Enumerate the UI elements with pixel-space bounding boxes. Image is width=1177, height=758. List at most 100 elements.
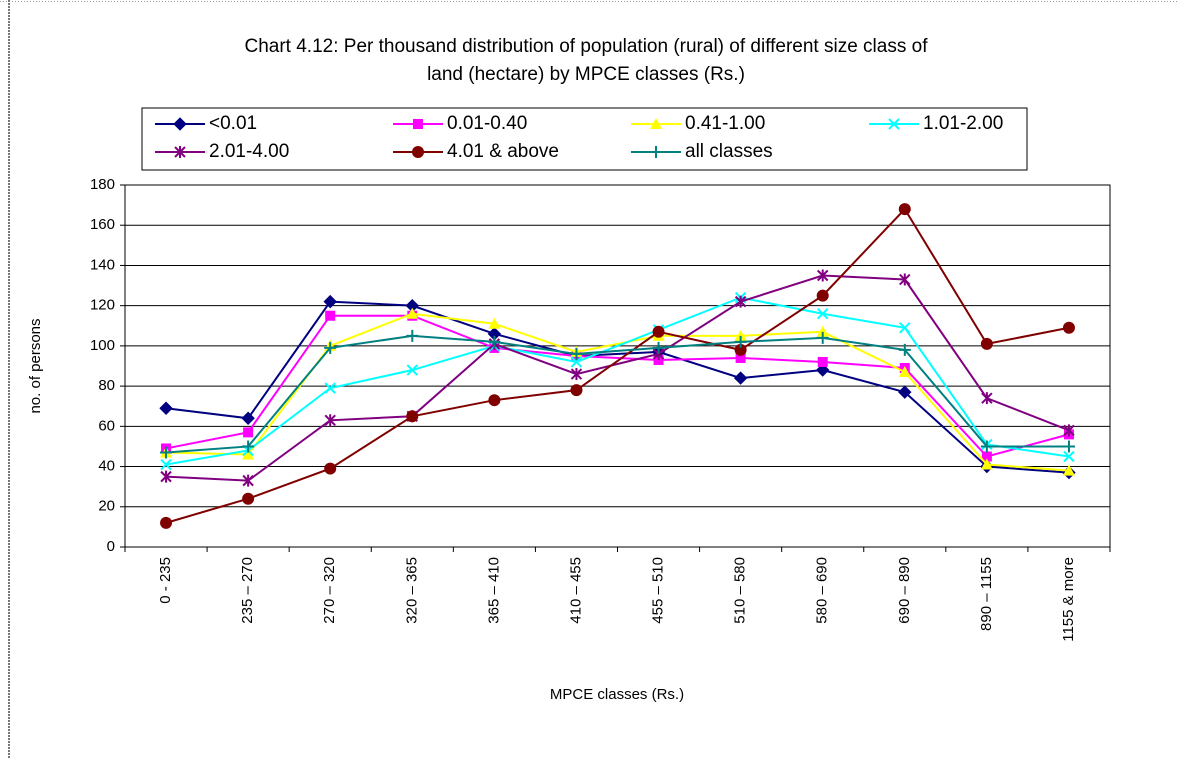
y-tick-label: 180	[90, 176, 115, 193]
marker	[1062, 464, 1075, 476]
marker	[241, 411, 255, 425]
marker	[570, 347, 583, 360]
marker	[324, 382, 336, 394]
series-line	[166, 312, 1070, 472]
marker	[160, 458, 172, 471]
marker	[898, 203, 911, 216]
marker	[159, 401, 173, 415]
marker	[324, 341, 337, 354]
marker	[412, 146, 424, 158]
legend-label: 0.41-1.00	[685, 113, 765, 134]
marker	[1062, 321, 1075, 334]
marker	[652, 325, 665, 338]
marker	[242, 440, 255, 453]
marker	[243, 427, 254, 438]
marker	[160, 516, 173, 529]
marker	[570, 356, 583, 368]
legend-label: 2.01-4.00	[209, 141, 289, 162]
marker	[650, 118, 662, 129]
marker	[325, 310, 336, 321]
x-tick-label: 1155 & more	[1060, 557, 1077, 642]
marker	[488, 317, 501, 329]
marker	[324, 462, 337, 475]
x-tick-label: 270 – 320	[321, 557, 338, 624]
chart-title: Chart 4.12: Per thousand distribution of…	[245, 36, 929, 57]
plot-area	[124, 184, 1111, 548]
marker	[816, 325, 829, 337]
marker	[406, 410, 419, 423]
marker	[650, 146, 662, 158]
y-axis-label: no. of persons	[27, 318, 44, 413]
marker	[406, 329, 419, 342]
chart-subtitle: land (hectare) by MPCE classes (Rs.)	[427, 64, 745, 85]
marker	[324, 414, 336, 427]
marker	[899, 322, 911, 334]
marker	[817, 308, 829, 320]
marker	[735, 352, 746, 363]
x-tick-label: 320 – 365	[403, 557, 420, 624]
marker	[652, 341, 665, 354]
y-tick-label: 40	[98, 458, 115, 475]
x-tick-label: 365 – 410	[485, 557, 502, 624]
marker	[981, 451, 992, 462]
y-tick-label: 80	[98, 377, 115, 394]
y-tick-label: 0	[107, 538, 115, 555]
x-tick-label: 690 – 890	[896, 557, 913, 624]
marker	[899, 273, 911, 286]
marker	[413, 119, 423, 129]
marker	[160, 446, 173, 459]
series-line	[165, 296, 1070, 466]
marker	[817, 269, 829, 282]
marker	[898, 343, 911, 356]
marker	[898, 385, 912, 399]
marker	[817, 356, 828, 367]
y-tick-label: 160	[90, 216, 115, 233]
series-line	[165, 274, 1070, 482]
marker	[488, 335, 501, 348]
marker	[734, 329, 747, 341]
series-line	[165, 314, 1070, 458]
legend-label: 0.01-0.40	[447, 113, 527, 134]
marker	[980, 440, 993, 453]
marker	[981, 392, 993, 405]
marker	[734, 343, 747, 356]
legend-label: 1.01-2.00	[923, 113, 1003, 134]
x-tick-label: 890 – 1155	[978, 557, 995, 631]
y-tick-label: 20	[98, 498, 115, 515]
marker	[323, 294, 337, 309]
marker	[734, 295, 747, 308]
marker	[160, 470, 172, 483]
marker	[242, 448, 255, 460]
marker	[888, 118, 900, 130]
x-tick-label: 410 – 455	[567, 557, 584, 624]
x-tick-label: 455 – 510	[650, 557, 667, 624]
marker	[242, 492, 255, 505]
y-tick-label: 60	[98, 417, 115, 434]
marker	[980, 458, 993, 470]
marker	[406, 364, 418, 376]
marker	[734, 335, 747, 348]
marker	[733, 371, 748, 385]
x-tick-label: 510 – 580	[732, 557, 749, 624]
x-tick-label: 235 – 270	[239, 557, 256, 624]
marker	[570, 368, 583, 381]
legend-label: all classes	[685, 141, 773, 162]
x-tick-label: 0 - 235	[157, 557, 174, 604]
marker	[1063, 450, 1075, 463]
marker	[816, 289, 829, 302]
marker	[816, 363, 830, 377]
marker	[174, 146, 186, 158]
marker	[898, 366, 911, 378]
marker	[980, 337, 993, 350]
x-axis-label: MPCE classes (Rs.)	[550, 686, 684, 703]
marker	[1062, 440, 1075, 453]
marker	[1063, 424, 1075, 437]
legend-label: <0.01	[209, 113, 257, 134]
marker	[653, 354, 664, 365]
marker	[173, 117, 187, 131]
marker	[488, 394, 501, 407]
series-line	[165, 334, 1069, 454]
x-tick-label: 580 – 690	[814, 557, 831, 624]
y-tick-label: 100	[90, 337, 115, 354]
